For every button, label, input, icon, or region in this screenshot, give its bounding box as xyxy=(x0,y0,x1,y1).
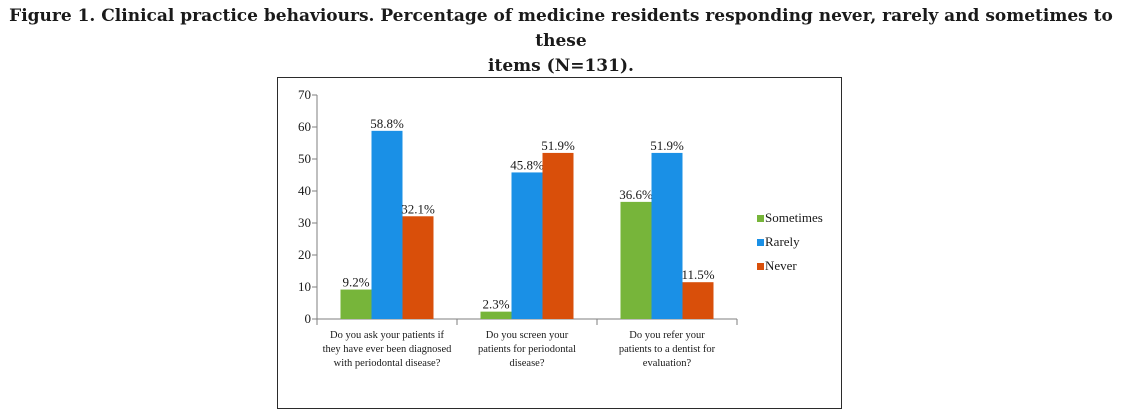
bar-never-2 xyxy=(542,152,574,319)
x-category-label: evaluation? xyxy=(643,358,692,369)
bar-chart: 0 10 20 30 40 50 60 70 9.2% 2.3% 36.6% 58.8% 45.8% 51… xyxy=(298,87,823,369)
y-tick-label: 50 xyxy=(298,151,311,166)
figure-caption: Figure 1. Clinical practice behaviours. … xyxy=(0,4,1122,79)
x-category-label: disease? xyxy=(510,358,545,369)
bar-rarely-2 xyxy=(511,172,543,319)
x-category-label: with periodontal disease? xyxy=(334,358,441,369)
data-label: 58.8% xyxy=(370,116,404,131)
y-tick-label: 10 xyxy=(298,279,311,294)
x-category-label: patients to a dentist for xyxy=(619,344,716,355)
data-label: 11.5% xyxy=(681,267,714,282)
data-label: 2.3% xyxy=(482,297,509,312)
legend-swatch-rarely xyxy=(757,239,764,246)
x-category-label: Do you ask your patients if xyxy=(330,330,445,341)
y-tick-label: 30 xyxy=(298,215,311,230)
data-label: 36.6% xyxy=(619,187,653,202)
y-tick-label: 0 xyxy=(305,311,312,326)
legend-label-never: Never xyxy=(765,258,797,273)
y-tick-label: 70 xyxy=(298,87,311,102)
y-tick-label: 20 xyxy=(298,247,311,262)
data-label: 45.8% xyxy=(510,157,544,172)
bar-sometimes-1 xyxy=(340,289,372,319)
figure-caption-line-2: items (N=131). xyxy=(488,56,634,76)
x-category-label: they have ever been diagnosed xyxy=(323,344,453,355)
x-category-label: patients for periodontal xyxy=(478,344,576,355)
figure-caption-line-1: Figure 1. Clinical practice behaviours. … xyxy=(9,6,1113,51)
bar-sometimes-3 xyxy=(620,201,652,319)
x-category-label: Do you refer your xyxy=(629,330,705,341)
bar-rarely-3 xyxy=(651,152,683,319)
chart-frame: 0 10 20 30 40 50 60 70 9.2% 2.3% 36.6% 58.8% 45.8% 51… xyxy=(277,77,842,409)
bar-sometimes-2 xyxy=(480,311,512,319)
data-label: 51.9% xyxy=(541,138,575,153)
bar-never-1 xyxy=(402,216,434,319)
legend-swatch-sometimes xyxy=(757,215,764,222)
data-label: 32.1% xyxy=(401,201,435,216)
y-tick-label: 40 xyxy=(298,183,311,198)
legend-label-rarely: Rarely xyxy=(765,234,800,249)
data-label: 51.9% xyxy=(650,138,684,153)
data-label: 9.2% xyxy=(342,275,369,290)
y-tick-label: 60 xyxy=(298,119,311,134)
legend-swatch-never xyxy=(757,263,764,270)
bar-never-3 xyxy=(682,282,714,319)
legend-label-sometimes: Sometimes xyxy=(765,210,823,225)
x-category-label: Do you screen your xyxy=(486,330,569,341)
bar-rarely-1 xyxy=(371,130,403,319)
